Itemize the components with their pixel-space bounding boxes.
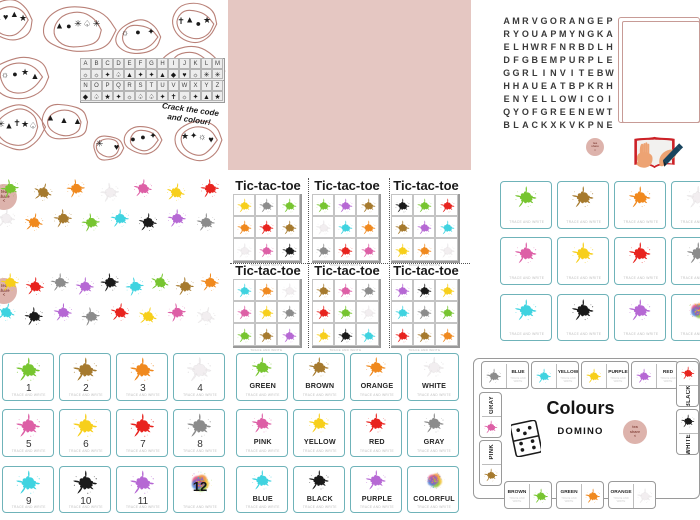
svg-text:▲: ▲ bbox=[31, 71, 40, 81]
svg-text:●: ● bbox=[135, 27, 140, 37]
svg-text:✳: ✳ bbox=[96, 138, 104, 148]
svg-text:●: ● bbox=[66, 21, 71, 31]
svg-text:●: ● bbox=[140, 132, 145, 142]
svg-text:✦: ✦ bbox=[147, 27, 155, 37]
svg-text:✝: ✝ bbox=[13, 118, 21, 128]
svg-text:♥: ♥ bbox=[114, 142, 119, 152]
svg-text:▲: ▲ bbox=[5, 120, 14, 130]
svg-text:✝: ✝ bbox=[177, 16, 185, 26]
svg-text:●: ● bbox=[196, 18, 201, 28]
svg-text:✦: ✦ bbox=[149, 130, 157, 140]
svg-text:▲: ▲ bbox=[55, 21, 64, 31]
svg-text:●: ● bbox=[130, 134, 135, 144]
svg-text:●: ● bbox=[12, 69, 17, 79]
svg-text:▲: ▲ bbox=[185, 15, 194, 25]
svg-text:✳: ✳ bbox=[93, 18, 101, 28]
svg-text:♤: ♤ bbox=[29, 121, 37, 131]
svg-text:▲: ▲ bbox=[46, 113, 55, 123]
svg-text:✳: ✳ bbox=[74, 19, 82, 29]
svg-text:★: ★ bbox=[21, 67, 29, 77]
svg-text:☼: ☼ bbox=[121, 27, 129, 37]
svg-text:▲: ▲ bbox=[10, 9, 19, 19]
svg-text:★: ★ bbox=[21, 119, 29, 129]
svg-text:▲: ▲ bbox=[60, 115, 69, 125]
svg-text:♤: ♤ bbox=[83, 19, 91, 29]
svg-text:♥: ♥ bbox=[3, 12, 8, 22]
svg-text:★: ★ bbox=[19, 13, 27, 23]
svg-text:★: ★ bbox=[203, 15, 211, 25]
svg-text:☼: ☼ bbox=[1, 70, 9, 80]
svg-text:◆: ◆ bbox=[0, 14, 1, 24]
svg-text:▲: ▲ bbox=[73, 116, 82, 126]
